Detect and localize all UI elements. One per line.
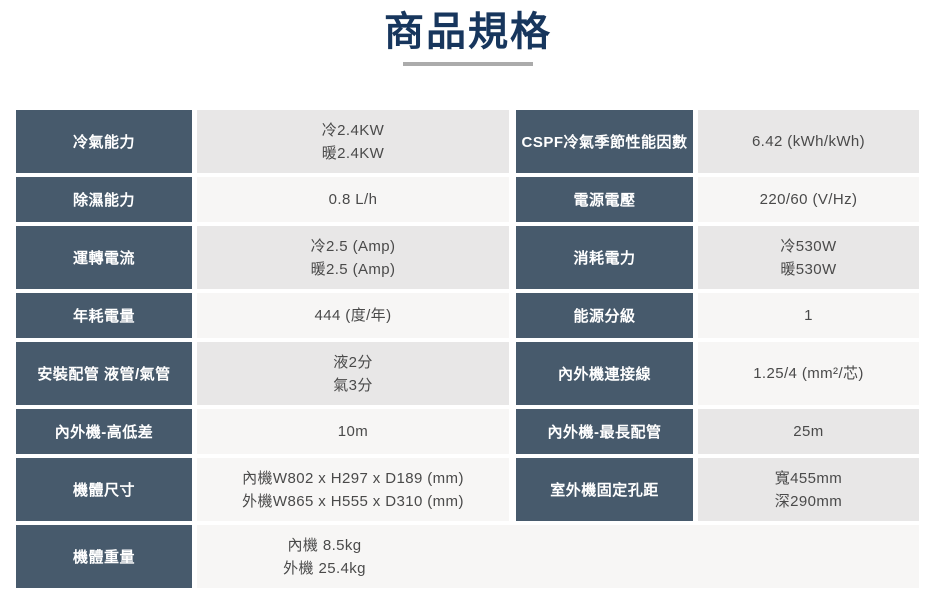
value-line: 內機W802 x H297 x D189 (mm)	[242, 469, 464, 487]
value-line: 冷2.4KW	[321, 121, 385, 139]
row-header-left: 內外機-高低差	[16, 409, 192, 454]
value-line: 6.42 (kWh/kWh)	[751, 133, 866, 150]
row-header-right: 內外機連接線	[516, 342, 693, 405]
value-line: 內機 8.5kg	[287, 536, 362, 554]
value-line: 寬455mm	[774, 469, 843, 487]
spec-table: 冷氣能力 冷2.4KW 暖2.4KW CSPF冷氣季節性能因數 6.42 (kWh/kW…	[16, 110, 936, 588]
row-value-left: 0.8 L/h	[197, 177, 509, 222]
value-line: 暖530W	[780, 260, 837, 278]
row-header-left: 機體重量	[16, 525, 192, 588]
row-value-left: 冷2.5 (Amp) 暖2.5 (Amp)	[197, 226, 509, 289]
value-line: 深290mm	[774, 492, 843, 510]
value-line: 冷2.5 (Amp)	[310, 237, 396, 255]
table-row: 冷氣能力 冷2.4KW 暖2.4KW CSPF冷氣季節性能因數 6.42 (kWh/kW…	[16, 110, 936, 173]
value-line: 0.8 L/h	[328, 191, 378, 208]
value-line: 暖2.5 (Amp)	[310, 260, 396, 278]
table-row: 安裝配管 液管/氣管 液2分 氣3分 內外機連接線 1.25/4 (mm²/芯)	[16, 342, 936, 405]
row-value-left: 10m	[197, 409, 509, 454]
row-header-right: CSPF冷氣季節性能因數	[516, 110, 693, 173]
table-row: 機體尺寸 內機W802 x H297 x D189 (mm) 外機W865 x H5…	[16, 458, 936, 521]
value-line: 外機W865 x H555 x D310 (mm)	[242, 492, 464, 510]
table-row: 年耗電量 444 (度/年) 能源分級 1	[16, 293, 936, 338]
value-line: 氣3分	[333, 376, 373, 394]
row-value-left: 冷2.4KW 暖2.4KW	[197, 110, 509, 173]
value-line: 10m	[337, 423, 369, 440]
value-line: 1.25/4 (mm²/芯)	[753, 365, 864, 382]
value-line: 25m	[793, 423, 824, 440]
value-line: 1	[804, 307, 813, 324]
value-text-block: 內機 8.5kg 外機 25.4kg	[197, 534, 452, 580]
row-value-right: 寬455mm 深290mm	[698, 458, 919, 521]
value-line: 液2分	[333, 353, 373, 371]
row-header-left: 運轉電流	[16, 226, 192, 289]
value-line: 外機 25.4kg	[283, 559, 366, 577]
row-value-left: 內機 8.5kg 外機 25.4kg	[197, 525, 919, 588]
row-header-right: 電源電壓	[516, 177, 693, 222]
row-header-left: 機體尺寸	[16, 458, 192, 521]
value-line: 220/60 (V/Hz)	[759, 191, 858, 208]
value-line: 冷530W	[780, 237, 837, 255]
row-value-left: 內機W802 x H297 x D189 (mm) 外機W865 x H555 x…	[197, 458, 509, 521]
row-header-left: 年耗電量	[16, 293, 192, 338]
table-row: 運轉電流 冷2.5 (Amp) 暖2.5 (Amp) 消耗電力 冷530W 暖530W	[16, 226, 936, 289]
table-row: 機體重量 內機 8.5kg 外機 25.4kg	[16, 525, 936, 588]
page-title: 商品規格	[384, 10, 552, 54]
row-header-left: 除濕能力	[16, 177, 192, 222]
title-divider	[403, 62, 533, 66]
row-value-left: 444 (度/年)	[197, 293, 509, 338]
row-value-left: 液2分 氣3分	[197, 342, 509, 405]
row-value-right: 冷530W 暖530W	[698, 226, 919, 289]
row-header-right: 內外機-最長配管	[516, 409, 693, 454]
value-line: 444 (度/年)	[314, 307, 392, 324]
row-header-left: 冷氣能力	[16, 110, 192, 173]
row-header-right: 室外機固定孔距	[516, 458, 693, 521]
row-value-right: 1	[698, 293, 919, 338]
row-header-right: 消耗電力	[516, 226, 693, 289]
row-value-right: 25m	[698, 409, 919, 454]
table-row: 內外機-高低差 10m 內外機-最長配管 25m	[16, 409, 936, 454]
row-value-right: 220/60 (V/Hz)	[698, 177, 919, 222]
row-header-left: 安裝配管 液管/氣管	[16, 342, 192, 405]
row-header-right: 能源分級	[516, 293, 693, 338]
row-value-right: 6.42 (kWh/kWh)	[698, 110, 919, 173]
row-value-right: 1.25/4 (mm²/芯)	[698, 342, 919, 405]
table-row: 除濕能力 0.8 L/h 電源電壓 220/60 (V/Hz)	[16, 177, 936, 222]
value-line: 暖2.4KW	[321, 144, 385, 162]
